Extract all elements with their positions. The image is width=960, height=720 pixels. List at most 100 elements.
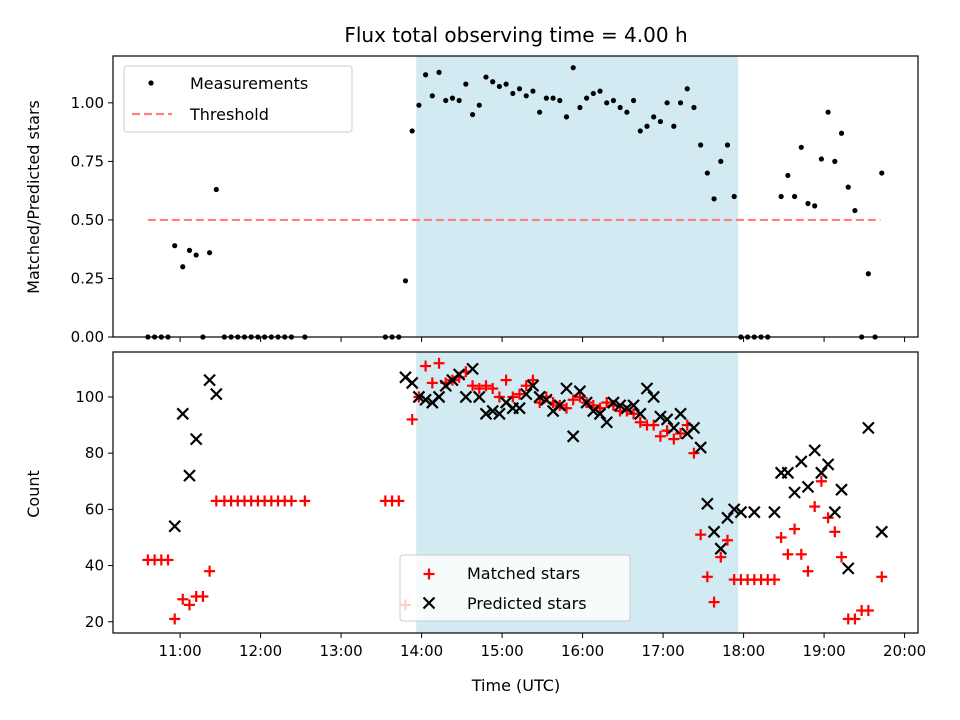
measurement-point [570,65,576,71]
measurement-point [778,193,784,200]
measurement-point [503,81,509,87]
matched-star-point [849,613,861,625]
matched-star-point [715,551,727,563]
measurement-point [711,196,717,202]
measurement-point [805,200,811,207]
predicted-star-point [472,390,486,404]
measurement-point [731,193,737,200]
measurement-point [832,158,838,164]
measurement-point [516,86,523,92]
predicted-star-point [734,505,748,519]
measurement-point [186,247,193,253]
predicted-star-point [168,519,181,533]
y-axis-label-ratio: Matched/Predicted stars [24,100,43,294]
measurement-point [684,86,690,92]
predicted-star-point [768,505,781,519]
y-tick-label: 40 [85,557,104,575]
y-tick-label: 60 [85,500,104,518]
measurement-point [691,104,697,111]
chart-title: Flux total observing time = 4.00 h [344,23,687,47]
matched-star-point [688,447,700,459]
measurement-point [818,156,825,162]
matched-star-point [183,599,195,611]
predicted-star-point [727,503,741,516]
measurement-point [798,144,804,150]
measurement-point [213,186,219,193]
measurement-point [523,93,529,99]
y-tick-label: 0.75 [71,152,104,170]
legend-counts: Matched stars Predicted stars [399,554,631,622]
axes-frame [112,351,919,634]
measurement-point [610,97,617,104]
matched-star-point [601,397,613,409]
measurement-point [469,111,476,118]
matched-star-point [829,526,841,538]
predicted-star-point [694,441,707,454]
predicted-star-point [419,393,432,407]
predicted-star-point [828,505,842,519]
measurement-point [483,74,489,80]
predicted-star-point [566,430,580,443]
predicted-star-point [613,399,627,412]
axes-frame [112,55,919,338]
predicted-star-point [183,469,196,482]
measurement-point [671,123,677,129]
predicted-star-point [533,390,546,404]
measurement-point [677,100,684,106]
matched-star-point [567,394,579,406]
measurement-point [651,114,657,120]
predicted-star-point [633,407,647,421]
predicted-star-point [781,466,795,480]
predicted-star-legend-glyph [422,596,436,610]
matched-star-point [789,523,801,535]
matched-star-point [795,548,807,560]
predicted-star-point [667,421,681,435]
measurement-point [193,252,199,258]
legend-label-threshold: Threshold [189,105,269,124]
measurement-point [698,142,704,148]
matched-star-point [527,374,539,386]
predicted-star-point [412,390,426,404]
measurement-point [838,130,845,136]
y-tick-label: 20 [85,613,104,631]
predicted-star-point [875,525,889,539]
predicted-star-point [587,404,600,418]
matched-star-point [708,596,720,608]
matched-star-point [162,554,174,566]
measurement-point [852,207,858,214]
x-tick-label: 16:00 [561,642,604,660]
x-tick-label: 15:00 [480,642,523,660]
matched-star-point [862,605,874,617]
matched-star-point [876,571,888,583]
matched-star-point [782,548,794,560]
measurement-point [825,109,831,115]
measurement-point [718,158,724,164]
legend-label-measurements: Measurements [190,74,308,93]
measurement-point [180,264,186,270]
measurement-point [416,102,422,108]
x-tick-label: 17:00 [641,642,684,660]
predicted-star-point [714,542,728,555]
predicted-star-point [513,401,526,415]
matched-star-point [393,495,405,507]
matched-star-legend-glyph [423,568,435,580]
predicted-star-point [647,390,660,404]
predicted-star-point [808,444,821,457]
measurement-point [443,97,449,104]
matched-star-point [648,419,660,431]
matched-star-point [836,551,848,563]
x-tick-label: 18:00 [722,642,765,660]
predicted-star-point [203,373,216,387]
matched-star-point [426,377,438,389]
matched-star-point [467,380,479,392]
predicted-star-point [593,407,607,421]
matched-star-point [574,391,586,403]
matched-star-point [433,357,445,369]
predicted-star-point [841,562,855,575]
matched-star-point [500,374,512,386]
predicted-star-point [405,376,419,390]
measurement-point [704,170,710,176]
matched-star-point [809,501,821,513]
measurement-point [510,90,516,97]
